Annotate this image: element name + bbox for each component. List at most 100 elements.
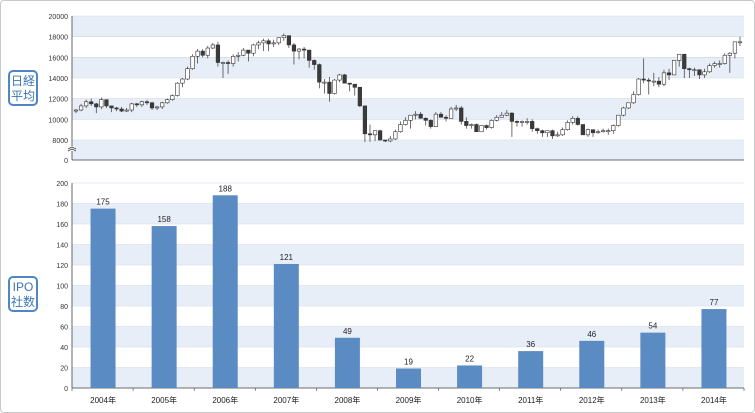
ipo-y-tick-label: 0 [64, 386, 68, 393]
candlestick [641, 58, 646, 84]
candle-body [251, 44, 256, 54]
candle-body [580, 124, 585, 136]
ipo-bar [396, 368, 421, 388]
ipo-y-tick-label: 160 [56, 222, 68, 229]
candle-body [514, 121, 520, 123]
ipo-y-tick-label: 140 [56, 243, 68, 250]
candle-body [327, 81, 332, 94]
candlestick [636, 78, 641, 96]
candlestick [590, 129, 596, 137]
ipo-bar-value-label: 54 [648, 322, 657, 331]
candlestick [494, 115, 499, 122]
candlestick [352, 83, 357, 96]
ipo-x-tick-label: 2014年 [701, 395, 727, 405]
candle-body [606, 130, 611, 132]
candle-body [672, 60, 677, 76]
candle-body [646, 79, 651, 82]
candlestick [149, 101, 155, 111]
nikkei-y-tick-label: 10000 [49, 117, 69, 124]
candle-body [362, 105, 368, 135]
candle-body [595, 131, 601, 134]
candle-body [200, 50, 205, 56]
candlestick [317, 63, 322, 89]
candle-body [611, 125, 616, 131]
candle-body [236, 54, 241, 57]
candlestick [195, 49, 200, 64]
ipo-y-tick-label: 200 [56, 181, 68, 188]
ipo-bar [334, 337, 360, 388]
candlestick [388, 135, 393, 143]
nikkei-band [72, 57, 744, 78]
candlestick [555, 131, 560, 137]
candle-body [352, 83, 357, 88]
candlestick [707, 63, 712, 73]
candle-body [398, 124, 403, 133]
ipo-band [72, 285, 744, 306]
candlestick [301, 47, 307, 59]
candlestick [215, 41, 221, 67]
candle-body [332, 79, 337, 94]
candle-body [661, 72, 667, 85]
candle-body [367, 133, 373, 136]
candlestick [144, 99, 150, 105]
candle-body [494, 116, 499, 121]
candlestick [530, 119, 535, 132]
candlestick [717, 60, 722, 68]
candle-body [312, 60, 317, 65]
candle-body [322, 81, 327, 84]
candlestick [256, 40, 261, 50]
candlestick [261, 38, 266, 52]
candle-body [119, 108, 124, 112]
axis-break-zigzag [67, 146, 77, 150]
candle-body [296, 48, 302, 52]
candlestick [160, 101, 165, 109]
candle-body [540, 130, 545, 134]
candle-body [454, 107, 459, 110]
candle-body [154, 106, 160, 109]
candlestick [347, 82, 352, 92]
candle-body [317, 64, 322, 83]
candle-body [383, 139, 388, 142]
candlestick [180, 78, 185, 88]
ipo-bar [273, 263, 299, 388]
nikkei-band [72, 140, 744, 160]
candlestick [525, 118, 530, 125]
ipo-bar-value-label: 77 [710, 298, 719, 307]
candlestick [712, 61, 717, 68]
candlestick [509, 112, 515, 137]
candle-body [717, 63, 722, 65]
ipo-x-tick-label: 2009年 [396, 395, 422, 405]
candle-body [737, 41, 743, 44]
candle-body [560, 129, 565, 136]
candlestick [190, 54, 195, 70]
ipo-y-tick-label: 20 [60, 366, 68, 373]
candle-body [73, 109, 79, 112]
ipo-y-tick-label: 40 [60, 345, 68, 352]
candle-body [104, 99, 109, 107]
candle-body [266, 40, 271, 45]
ipo-bar-value-label: 46 [587, 330, 596, 339]
nikkei-band [72, 98, 744, 120]
candle-body [124, 109, 129, 112]
candlestick [428, 119, 433, 129]
candle-body [489, 120, 494, 128]
candlestick [78, 103, 84, 112]
candle-body [687, 68, 692, 71]
ipo-x-tick-label: 2006年 [212, 395, 238, 405]
axis-break-mark [67, 146, 77, 152]
candlestick [129, 102, 134, 113]
candle-body [388, 138, 393, 142]
candle-body [139, 101, 144, 106]
candle-body [144, 101, 150, 104]
candlestick [372, 130, 378, 142]
candle-body [423, 118, 428, 121]
candle-body [727, 52, 732, 56]
candle-body [408, 114, 413, 121]
candle-body [89, 101, 94, 105]
candle-body [545, 130, 550, 134]
candlestick [595, 129, 601, 134]
candle-body [225, 62, 231, 64]
candlestick [276, 37, 281, 45]
candlestick [175, 82, 180, 97]
candlestick [312, 59, 317, 70]
